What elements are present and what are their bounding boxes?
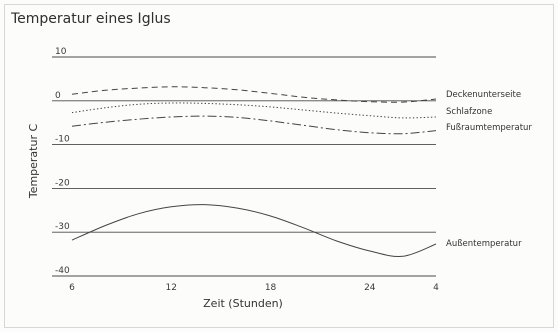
y-tick-label: -30 — [55, 222, 70, 232]
series-line — [71, 204, 437, 258]
x-tick-label: 6 — [69, 283, 75, 293]
y-tick-label: 0 — [55, 91, 61, 101]
x-tick-label: 24 — [364, 283, 376, 293]
chart-title: Temperatur eines Iglus — [10, 11, 171, 27]
series-label: Schlafzone — [446, 107, 492, 117]
y-axis-label: Temperatur C — [27, 124, 40, 200]
chart-frame — [4, 4, 554, 328]
y-tick-label: 10 — [55, 47, 67, 57]
y-tick-label: -20 — [55, 178, 70, 188]
y-tick-label: -10 — [55, 135, 70, 145]
series-line — [71, 115, 437, 135]
x-axis-label: Zeit (Stunden) — [203, 297, 283, 310]
series-label: Deckenunterseite — [446, 90, 521, 100]
x-tick-label: 18 — [265, 283, 277, 293]
series-label: Fußraumtemperatur — [446, 123, 532, 133]
x-tick-label: 4 — [433, 283, 439, 293]
series-label: Außentemperatur — [446, 239, 522, 249]
x-tick-label: 12 — [166, 283, 177, 293]
series-line — [71, 86, 437, 103]
y-tick-label: -40 — [55, 266, 70, 276]
series-line — [71, 102, 437, 119]
